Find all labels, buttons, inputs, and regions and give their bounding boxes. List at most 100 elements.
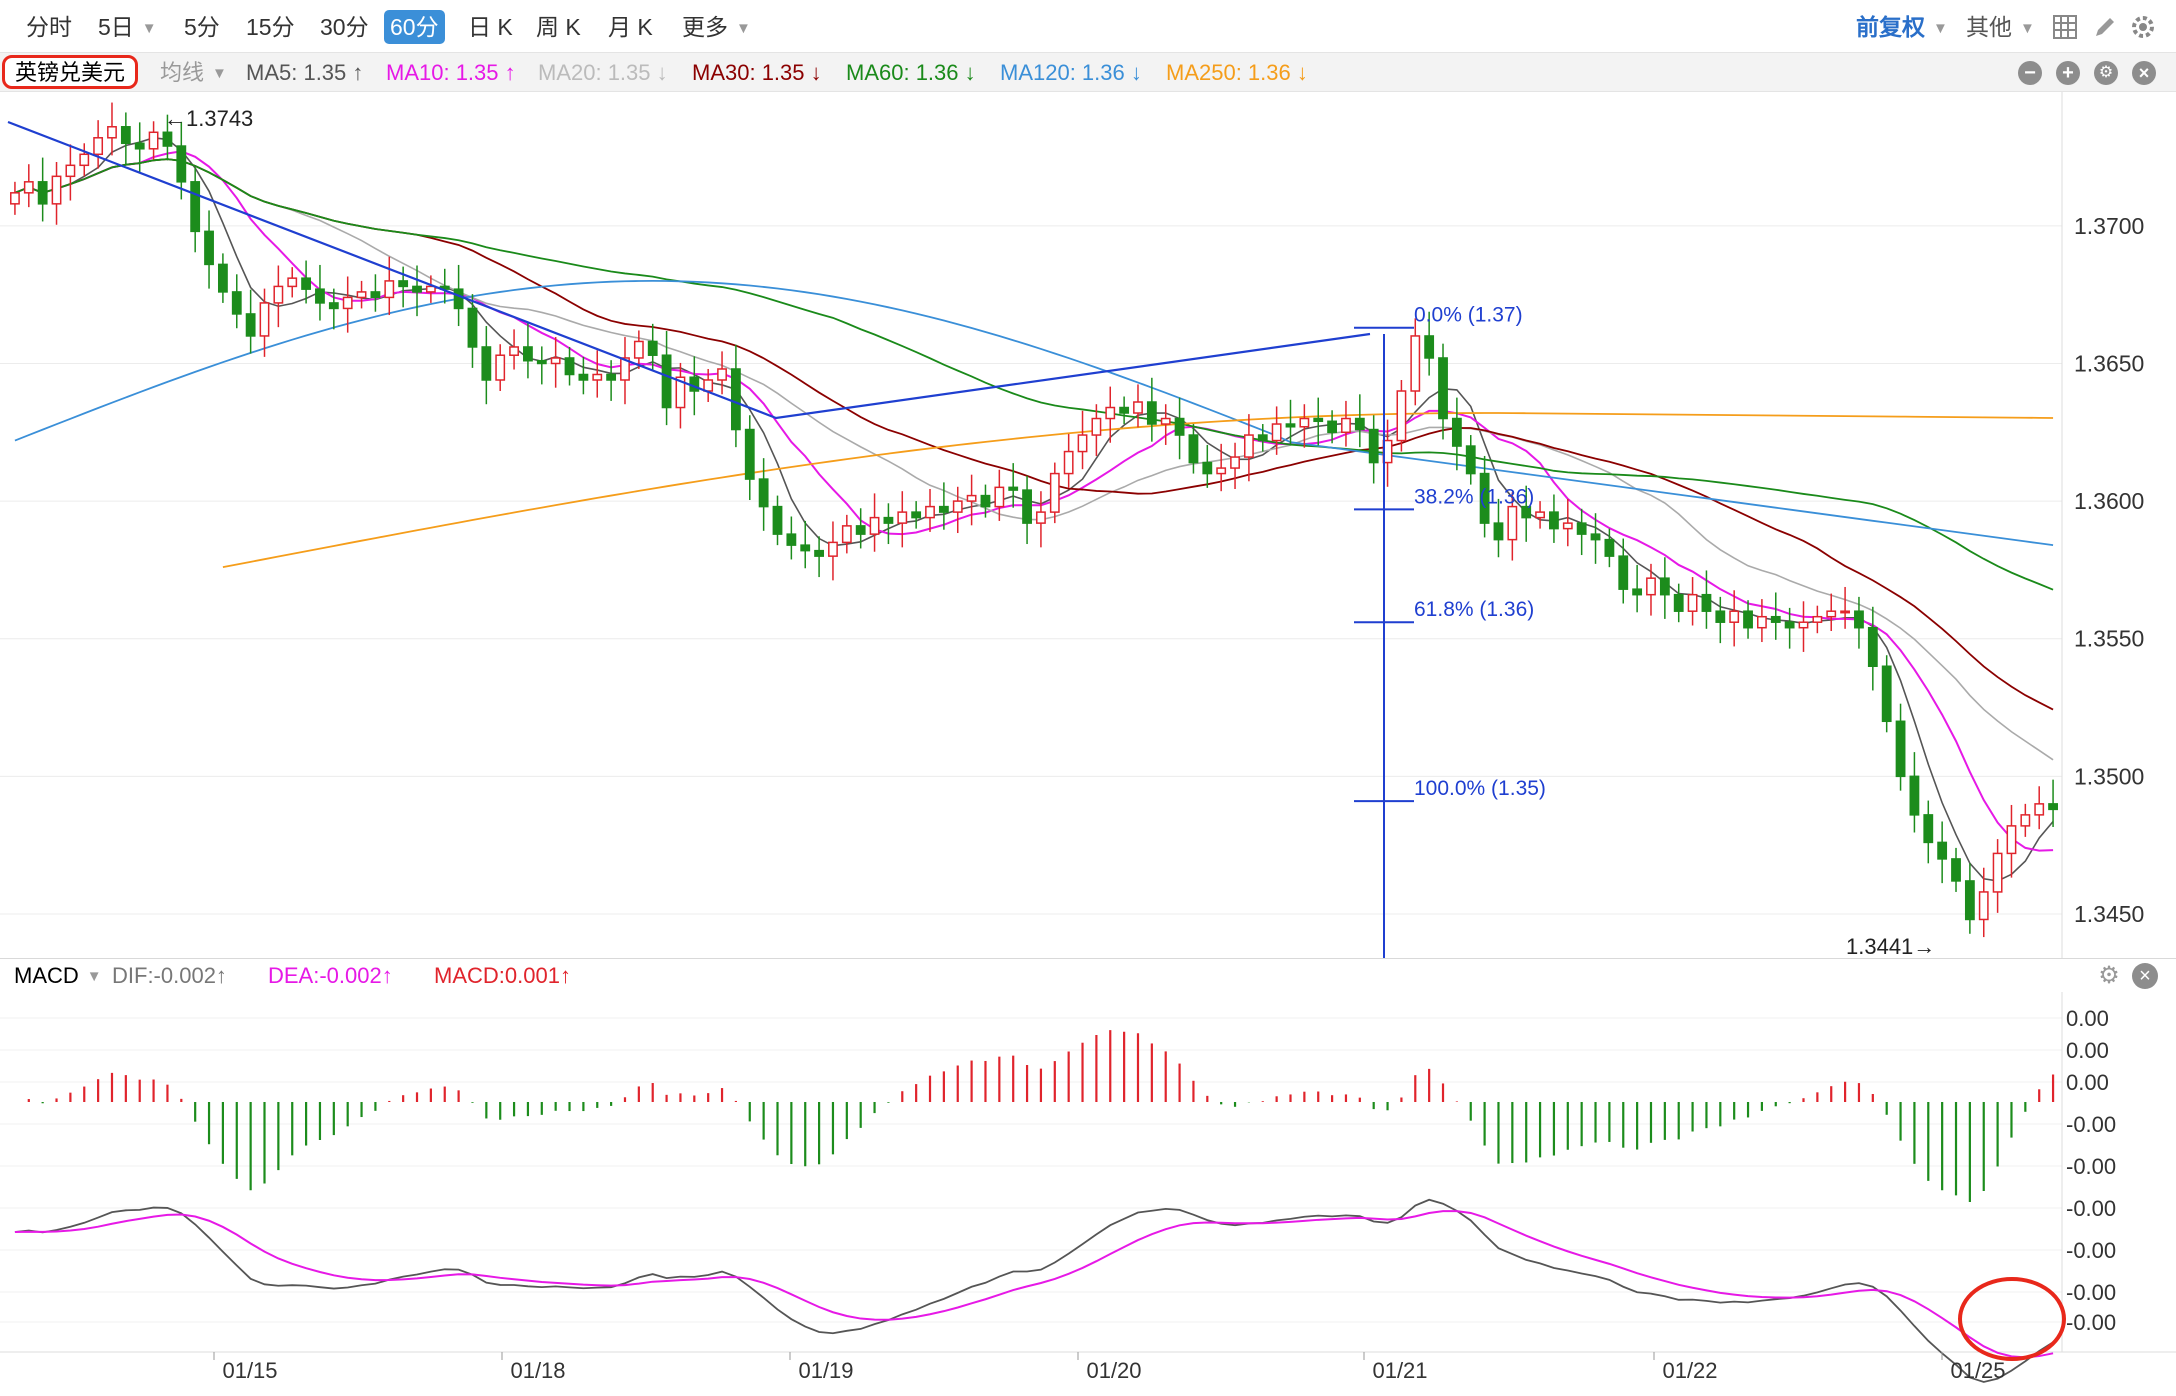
price-tick-label: 1.3650 bbox=[2074, 350, 2144, 376]
candle-body bbox=[1659, 577, 1670, 596]
candle-body bbox=[1951, 858, 1961, 882]
close-icon[interactable]: × bbox=[2132, 61, 2156, 85]
time-tick-label: 01/22 bbox=[1662, 1358, 1717, 1383]
candle-body bbox=[107, 126, 117, 139]
time-tick-label: 01/20 bbox=[1086, 1358, 1141, 1383]
candle-body bbox=[689, 376, 700, 392]
gear-icon[interactable]: ⚙ bbox=[2094, 61, 2118, 85]
candle-body bbox=[134, 142, 145, 150]
macd-tick-label: -0.00 bbox=[2066, 1154, 2116, 1179]
legend-dif: DIF:-0.002↑ bbox=[112, 963, 227, 988]
price-chart[interactable]: 0.0% (1.37) 38.2% (1.36) 61.8% (1.36) 100.0… bbox=[0, 92, 2176, 958]
candle-body bbox=[93, 137, 104, 156]
price-tick-label: 1.3550 bbox=[2074, 626, 2144, 652]
minimize-icon[interactable]: − bbox=[2018, 61, 2042, 85]
candle-body bbox=[911, 511, 922, 519]
candle-body bbox=[966, 494, 977, 502]
candle-body bbox=[217, 263, 228, 293]
tab-60min[interactable]: 60分 bbox=[384, 10, 445, 44]
candle-body bbox=[1646, 577, 1656, 596]
add-icon[interactable]: + bbox=[2056, 61, 2080, 85]
tab-5min[interactable]: 5分 bbox=[184, 14, 220, 40]
legend-macd: MACD:0.001↑ bbox=[434, 963, 571, 988]
candle-body bbox=[301, 277, 312, 290]
candle-body bbox=[703, 379, 714, 392]
candle-body bbox=[592, 373, 603, 381]
dea-line bbox=[14, 1210, 2054, 1359]
candle-body bbox=[578, 373, 589, 381]
candle-body bbox=[342, 296, 353, 310]
candle-body bbox=[1022, 489, 1032, 524]
candle-body bbox=[1174, 417, 1185, 436]
candle-body bbox=[1521, 505, 1532, 519]
candle-body bbox=[1133, 401, 1143, 414]
candle-body bbox=[1438, 357, 1448, 420]
candle-body bbox=[1327, 420, 1338, 434]
chevron-down-icon: ▼ bbox=[1933, 20, 1948, 37]
close-icon[interactable]: × bbox=[2132, 963, 2158, 989]
candle-body bbox=[425, 285, 436, 293]
candle-body bbox=[1285, 423, 1296, 428]
tab-daily-k[interactable]: 日 K bbox=[468, 14, 513, 40]
candle-body bbox=[841, 525, 852, 544]
tab-monthly-k[interactable]: 月 K bbox=[608, 14, 653, 40]
candle-body bbox=[606, 373, 617, 381]
macd-indicator-dropdown[interactable]: MACD ▼ bbox=[14, 962, 102, 991]
candle-body bbox=[1909, 775, 1920, 816]
tab-more[interactable]: 更多 ▼ bbox=[676, 10, 757, 44]
gear-icon[interactable]: ⚙ bbox=[2096, 963, 2122, 989]
macd-chart[interactable]: 0.00 0.00 0.00 -0.00 -0.00 -0.00 -0.00 -0.00 -0.… bbox=[0, 992, 2176, 1396]
candle-body bbox=[883, 516, 894, 524]
adjust-dropdown[interactable]: 前复权 ▼ bbox=[1856, 10, 1948, 44]
candle-body bbox=[481, 346, 492, 381]
candle-body bbox=[1493, 522, 1504, 541]
candle-body bbox=[980, 494, 991, 508]
candle-body bbox=[315, 288, 325, 304]
candle-body bbox=[523, 346, 533, 362]
candle-body bbox=[1036, 511, 1046, 524]
tab-15min[interactable]: 15分 bbox=[246, 14, 295, 40]
draw-pen-icon[interactable] bbox=[2092, 14, 2118, 40]
candle-body bbox=[1146, 401, 1157, 425]
legend-ma250: MA250: 1.36 ↓ bbox=[1166, 60, 1308, 85]
other-dropdown[interactable]: 其他 ▼ bbox=[1966, 10, 2035, 44]
ma-type-dropdown[interactable]: 均线 ▼ bbox=[160, 59, 227, 88]
candle-body bbox=[51, 175, 62, 205]
candle-body bbox=[1535, 511, 1545, 519]
tab-intraday[interactable]: 分时 bbox=[26, 14, 72, 40]
highlight-circle bbox=[1958, 1277, 2066, 1361]
tab-5day[interactable]: 5日 ▼ bbox=[92, 10, 163, 44]
candle-body bbox=[1590, 533, 1601, 541]
candle-body bbox=[10, 192, 20, 205]
candle-body bbox=[23, 181, 34, 194]
candle-body bbox=[1840, 610, 1851, 614]
candle-body bbox=[370, 291, 381, 299]
trend-line bbox=[7, 120, 1371, 420]
candle-body bbox=[2034, 803, 2045, 816]
candle-body bbox=[65, 164, 76, 178]
symbol-selector[interactable]: 英镑兑美元 bbox=[2, 55, 139, 89]
tab-weekly-k[interactable]: 周 K bbox=[536, 14, 581, 40]
candle-body bbox=[925, 505, 935, 519]
candle-body bbox=[245, 313, 256, 337]
candle-body bbox=[1576, 522, 1587, 535]
candle-body bbox=[1756, 615, 1767, 629]
other-label: 其他 bbox=[1966, 14, 2012, 40]
candle-body bbox=[1049, 472, 1060, 513]
grid-layout-icon[interactable] bbox=[2052, 14, 2078, 40]
candle-body bbox=[869, 516, 880, 535]
candle-body bbox=[190, 181, 201, 233]
candle-body bbox=[1354, 417, 1365, 431]
legend-ma5: MA5: 1.35 ↑ bbox=[246, 60, 364, 85]
candle-body bbox=[1632, 588, 1643, 596]
candle-body bbox=[938, 505, 949, 513]
legend-ma30: MA30: 1.35 ↓ bbox=[692, 60, 822, 85]
macd-legend-bar: MACD ▼ DIF:-0.002↑ DEA:-0.002↑ MACD:0.001… bbox=[0, 958, 2176, 992]
candle-body bbox=[1937, 841, 1948, 860]
settings-icon[interactable] bbox=[2130, 14, 2156, 40]
legend-ma20: MA20: 1.35 ↓ bbox=[538, 60, 668, 85]
legend-ma120: MA120: 1.36 ↓ bbox=[1000, 60, 1142, 85]
candle-body bbox=[1396, 390, 1407, 442]
candle-body bbox=[176, 145, 187, 183]
tab-30min[interactable]: 30分 bbox=[320, 14, 369, 40]
